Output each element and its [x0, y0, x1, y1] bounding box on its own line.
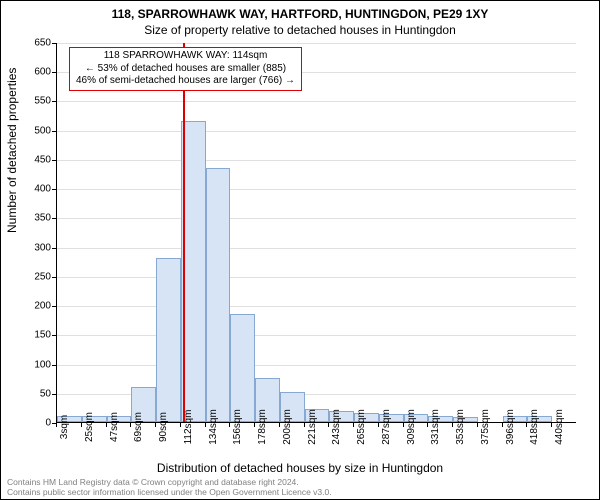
x-tick-label: 134sqm	[208, 409, 219, 445]
x-tick-label: 112sqm	[183, 410, 194, 445]
x-tick-label: 221sqm	[307, 409, 318, 445]
y-tick-mark	[52, 189, 56, 190]
x-tick-mark	[180, 423, 181, 427]
x-tick-label: 331sqm	[430, 409, 441, 445]
x-tick-mark	[155, 423, 156, 427]
chart-container: 118, SPARROWHAWK WAY, HARTFORD, HUNTINGD…	[0, 0, 600, 500]
x-tick-mark	[502, 423, 503, 427]
x-tick-label: 440sqm	[554, 409, 565, 445]
gridline	[57, 43, 576, 44]
gridline	[57, 335, 576, 336]
gridline	[57, 365, 576, 366]
y-tick-mark	[52, 43, 56, 44]
x-tick-label: 418sqm	[529, 409, 540, 445]
histogram-bar	[156, 258, 181, 422]
info-line3: 46% of semi-detached houses are larger (…	[76, 75, 295, 88]
x-tick-mark	[526, 423, 527, 427]
x-tick-label: 243sqm	[331, 409, 342, 445]
x-tick-mark	[229, 423, 230, 427]
x-tick-mark	[130, 423, 131, 427]
y-tick-label: 200	[11, 301, 51, 312]
x-tick-mark	[254, 423, 255, 427]
x-tick-mark	[477, 423, 478, 427]
marker-info-box: 118 SPARROWHAWK WAY: 114sqm ← 53% of det…	[69, 47, 302, 91]
x-tick-label: 375sqm	[480, 409, 491, 445]
histogram-bar	[206, 168, 231, 422]
x-tick-label: 69sqm	[133, 412, 144, 442]
y-tick-label: 0	[11, 418, 51, 429]
y-tick-mark	[52, 160, 56, 161]
y-tick-mark	[52, 218, 56, 219]
gridline	[57, 218, 576, 219]
y-tick-label: 500	[11, 125, 51, 136]
y-tick-mark	[52, 277, 56, 278]
x-tick-label: 90sqm	[158, 412, 169, 442]
x-tick-mark	[378, 423, 379, 427]
y-tick-mark	[52, 101, 56, 102]
x-tick-mark	[353, 423, 354, 427]
y-tick-label: 400	[11, 184, 51, 195]
x-tick-label: 200sqm	[282, 409, 293, 445]
y-tick-mark	[52, 248, 56, 249]
x-tick-label: 156sqm	[232, 409, 243, 445]
x-tick-mark	[403, 423, 404, 427]
y-tick-label: 600	[11, 67, 51, 78]
x-tick-mark	[205, 423, 206, 427]
x-tick-label: 309sqm	[406, 409, 417, 445]
y-tick-label: 300	[11, 242, 51, 253]
footer-line2: Contains public sector information licen…	[7, 488, 332, 497]
gridline	[57, 277, 576, 278]
y-tick-label: 50	[11, 388, 51, 399]
chart-title-line1: 118, SPARROWHAWK WAY, HARTFORD, HUNTINGD…	[1, 7, 599, 21]
y-tick-label: 100	[11, 359, 51, 370]
x-tick-mark	[452, 423, 453, 427]
y-tick-label: 350	[11, 213, 51, 224]
gridline	[57, 101, 576, 102]
gridline	[57, 306, 576, 307]
x-tick-mark	[81, 423, 82, 427]
x-tick-mark	[551, 423, 552, 427]
gridline	[57, 248, 576, 249]
y-tick-mark	[52, 72, 56, 73]
x-tick-label: 178sqm	[257, 409, 268, 445]
x-tick-label: 25sqm	[84, 412, 95, 442]
y-tick-label: 550	[11, 96, 51, 107]
x-tick-label: 396sqm	[505, 409, 516, 445]
y-tick-mark	[52, 365, 56, 366]
y-tick-mark	[52, 335, 56, 336]
y-axis-label: Number of detached properties	[5, 68, 19, 233]
x-tick-mark	[328, 423, 329, 427]
marker-line	[183, 43, 185, 422]
info-line1: 118 SPARROWHAWK WAY: 114sqm	[76, 50, 295, 63]
y-tick-label: 250	[11, 271, 51, 282]
chart-title-line2: Size of property relative to detached ho…	[1, 23, 599, 37]
y-tick-label: 650	[11, 38, 51, 49]
x-tick-label: 265sqm	[356, 409, 367, 445]
x-tick-mark	[427, 423, 428, 427]
plot-area: 118 SPARROWHAWK WAY: 114sqm ← 53% of det…	[56, 43, 576, 423]
gridline	[57, 131, 576, 132]
x-tick-mark	[56, 423, 57, 427]
x-tick-mark	[304, 423, 305, 427]
histogram-bar	[230, 314, 255, 422]
y-tick-mark	[52, 306, 56, 307]
footer-text: Contains HM Land Registry data © Crown c…	[7, 478, 332, 497]
y-tick-mark	[52, 394, 56, 395]
x-tick-mark	[279, 423, 280, 427]
gridline	[57, 160, 576, 161]
x-tick-label: 3sqm	[59, 415, 70, 439]
gridline	[57, 189, 576, 190]
x-tick-label: 287sqm	[381, 409, 392, 445]
y-tick-mark	[52, 131, 56, 132]
y-tick-label: 450	[11, 154, 51, 165]
x-axis-label: Distribution of detached houses by size …	[1, 461, 599, 475]
info-line2: ← 53% of detached houses are smaller (88…	[76, 63, 295, 76]
x-tick-mark	[106, 423, 107, 427]
x-tick-label: 353sqm	[455, 409, 466, 445]
x-tick-label: 47sqm	[109, 412, 120, 442]
y-tick-label: 150	[11, 330, 51, 341]
